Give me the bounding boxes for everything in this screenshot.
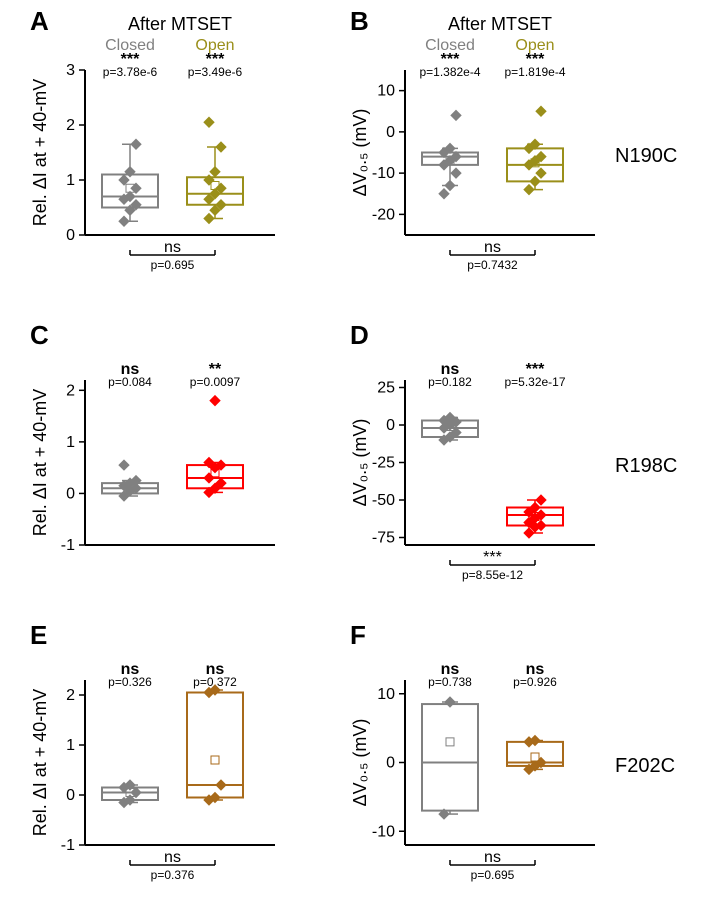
- panel-e: nsp=0.326nsp=0.372-1012Rel. ΔI at + 40-m…: [30, 620, 290, 890]
- svg-text:-25: -25: [372, 455, 395, 472]
- svg-text:0: 0: [386, 124, 395, 141]
- panel-a: After MTSETClosedOpen***p=3.78e-6***p=3.…: [30, 10, 290, 280]
- svg-text:p=0.376: p=0.376: [151, 868, 195, 882]
- svg-text:0: 0: [66, 485, 75, 502]
- svg-text:ns: ns: [164, 849, 181, 866]
- svg-text:0: 0: [386, 417, 395, 434]
- svg-text:0: 0: [66, 227, 75, 244]
- svg-text:p=0.326: p=0.326: [108, 675, 152, 689]
- svg-text:After MTSET: After MTSET: [128, 14, 232, 34]
- panel-d: nsp=0.182***p=5.32e-17-75-50-25025ΔV₀.₅ …: [350, 320, 610, 590]
- panel-b: After MTSETClosedOpen***p=1.382e-4***p=1…: [350, 10, 610, 280]
- svg-text:-50: -50: [372, 492, 395, 509]
- svg-text:p=1.819e-4: p=1.819e-4: [504, 65, 565, 79]
- svg-text:1: 1: [66, 172, 75, 189]
- svg-text:p=1.382e-4: p=1.382e-4: [419, 65, 480, 79]
- svg-text:-10: -10: [372, 165, 395, 182]
- svg-text:1: 1: [66, 737, 75, 754]
- svg-text:2: 2: [66, 687, 75, 704]
- svg-text:p=0.695: p=0.695: [151, 258, 195, 272]
- svg-text:-1: -1: [61, 837, 75, 854]
- svg-text:***: ***: [483, 549, 502, 566]
- svg-text:0: 0: [386, 755, 395, 772]
- svg-text:p=0.084: p=0.084: [108, 375, 152, 389]
- svg-text:2: 2: [66, 117, 75, 134]
- row-label-f202c: F202C: [615, 755, 675, 778]
- svg-text:p=0.182: p=0.182: [428, 375, 472, 389]
- svg-text:p=0.738: p=0.738: [428, 675, 472, 689]
- svg-text:10: 10: [377, 686, 395, 703]
- svg-text:ns: ns: [164, 239, 181, 256]
- svg-text:ΔV₀.₅ (mV): ΔV₀.₅ (mV): [350, 719, 370, 807]
- svg-text:p=0.7432: p=0.7432: [467, 258, 518, 272]
- svg-text:After MTSET: After MTSET: [448, 14, 552, 34]
- panel-c: nsp=0.084**p=0.0097-1012Rel. ΔI at + 40-…: [30, 320, 290, 590]
- svg-text:ns: ns: [484, 849, 501, 866]
- svg-text:p=0.0097: p=0.0097: [190, 375, 241, 389]
- svg-text:p=8.55e-12: p=8.55e-12: [462, 568, 523, 582]
- svg-text:Rel. ΔI at + 40-mV: Rel. ΔI at + 40-mV: [30, 389, 50, 537]
- row-label-r198c: R198C: [615, 455, 677, 478]
- svg-text:ns: ns: [484, 239, 501, 256]
- svg-text:25: 25: [377, 380, 395, 397]
- panel-f: nsp=0.738nsp=0.926-10010ΔV₀.₅ (mV)nsp=0.…: [350, 620, 610, 890]
- svg-text:-10: -10: [372, 823, 395, 840]
- svg-text:10: 10: [377, 83, 395, 100]
- svg-text:2: 2: [66, 382, 75, 399]
- svg-text:ΔV₀.₅ (mV): ΔV₀.₅ (mV): [350, 109, 370, 197]
- svg-text:0: 0: [66, 787, 75, 804]
- svg-text:p=3.49e-6: p=3.49e-6: [188, 65, 243, 79]
- svg-text:-75: -75: [372, 530, 395, 547]
- svg-text:1: 1: [66, 434, 75, 451]
- svg-text:p=5.32e-17: p=5.32e-17: [504, 375, 565, 389]
- svg-text:-1: -1: [61, 537, 75, 554]
- svg-text:ΔV₀.₅ (mV): ΔV₀.₅ (mV): [350, 419, 370, 507]
- row-label-n190c: N190C: [615, 145, 677, 168]
- svg-text:-20: -20: [372, 206, 395, 223]
- svg-text:p=0.926: p=0.926: [513, 675, 557, 689]
- svg-text:3: 3: [66, 62, 75, 79]
- svg-text:p=0.695: p=0.695: [471, 868, 515, 882]
- svg-text:Rel. ΔI at + 40-mV: Rel. ΔI at + 40-mV: [30, 79, 50, 227]
- svg-text:Rel. ΔI at + 40-mV: Rel. ΔI at + 40-mV: [30, 689, 50, 837]
- svg-text:p=3.78e-6: p=3.78e-6: [103, 65, 158, 79]
